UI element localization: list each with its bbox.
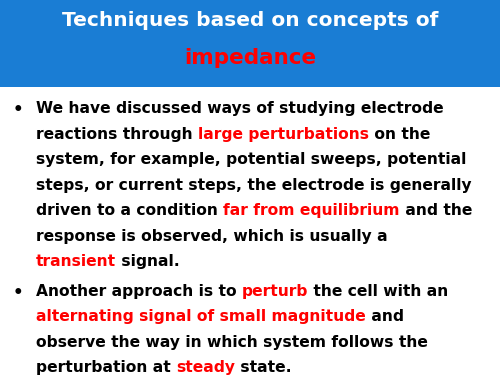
Text: perturb: perturb <box>242 284 308 298</box>
Text: state.: state. <box>235 360 292 375</box>
Text: impedance: impedance <box>184 48 316 68</box>
Text: steps, or current steps, the electrode is generally: steps, or current steps, the electrode i… <box>36 178 472 193</box>
Text: on the: on the <box>369 127 430 142</box>
Text: steady: steady <box>176 360 235 375</box>
Text: reactions through: reactions through <box>36 127 198 142</box>
Text: signal.: signal. <box>116 254 180 269</box>
Text: large perturbations: large perturbations <box>198 127 369 142</box>
Text: far from equilibrium: far from equilibrium <box>223 203 400 218</box>
Text: perturbation at: perturbation at <box>36 360 176 375</box>
Text: We have discussed ways of studying electrode: We have discussed ways of studying elect… <box>36 101 444 116</box>
Text: Another approach is to: Another approach is to <box>36 284 242 298</box>
Text: transient: transient <box>36 254 116 269</box>
Text: Techniques based on concepts of: Techniques based on concepts of <box>62 10 438 30</box>
Text: system, for example, potential sweeps, potential: system, for example, potential sweeps, p… <box>36 152 467 167</box>
Text: observe the way in which system follows the: observe the way in which system follows … <box>36 334 428 350</box>
Text: alternating signal of small magnitude: alternating signal of small magnitude <box>36 309 366 324</box>
Text: •: • <box>12 101 23 119</box>
Text: and: and <box>366 309 404 324</box>
Text: and the: and the <box>400 203 472 218</box>
Text: the cell with an: the cell with an <box>308 284 448 298</box>
FancyBboxPatch shape <box>0 0 500 87</box>
Text: driven to a condition: driven to a condition <box>36 203 223 218</box>
Text: response is observed, which is usually a: response is observed, which is usually a <box>36 229 388 244</box>
Text: •: • <box>12 284 23 302</box>
